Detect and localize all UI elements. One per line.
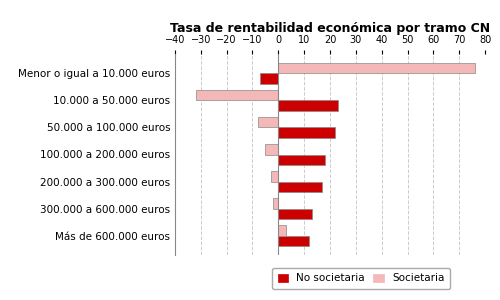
- Bar: [278, 182, 322, 192]
- Legend: No societaria, Societaria: No societaria, Societaria: [272, 268, 450, 289]
- Bar: [273, 198, 278, 208]
- Bar: [278, 128, 335, 138]
- Bar: [278, 154, 325, 165]
- Bar: [278, 236, 310, 246]
- Bar: [196, 90, 278, 100]
- Bar: [278, 100, 338, 111]
- Bar: [258, 117, 278, 128]
- Bar: [260, 74, 278, 84]
- Bar: [278, 63, 474, 74]
- Bar: [266, 144, 278, 154]
- Bar: [278, 208, 312, 219]
- Bar: [270, 171, 278, 182]
- Title: Tasa de rentabilidad económica por tramo CN: Tasa de rentabilidad económica por tramo…: [170, 22, 490, 35]
- Bar: [278, 225, 286, 236]
